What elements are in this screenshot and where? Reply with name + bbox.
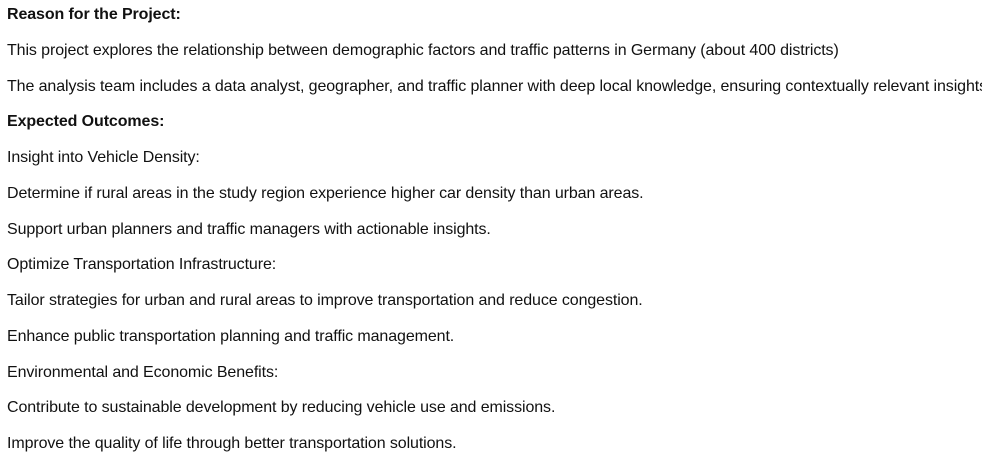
paragraph-analysis-team: The analysis team includes a data analys… bbox=[7, 78, 982, 95]
outcome-item-support-planners: Support urban planners and traffic manag… bbox=[7, 221, 491, 238]
outcome-item-sustainable-development: Contribute to sustainable development by… bbox=[7, 399, 556, 416]
outcome-item-rural-density: Determine if rural areas in the study re… bbox=[7, 185, 644, 202]
outcome-title-vehicle-density: Insight into Vehicle Density: bbox=[7, 149, 200, 166]
outcome-item-quality-of-life: Improve the quality of life through bett… bbox=[7, 435, 457, 452]
heading-reason-for-project: Reason for the Project: bbox=[7, 6, 181, 23]
outcome-item-tailor-strategies: Tailor strategies for urban and rural ar… bbox=[7, 292, 643, 309]
outcome-item-public-transport: Enhance public transportation planning a… bbox=[7, 328, 455, 345]
outcome-title-environmental: Environmental and Economic Benefits: bbox=[7, 364, 279, 381]
paragraph-project-description: This project explores the relationship b… bbox=[7, 42, 839, 59]
outcome-title-infrastructure: Optimize Transportation Infrastructure: bbox=[7, 256, 277, 273]
heading-expected-outcomes: Expected Outcomes: bbox=[7, 113, 165, 130]
